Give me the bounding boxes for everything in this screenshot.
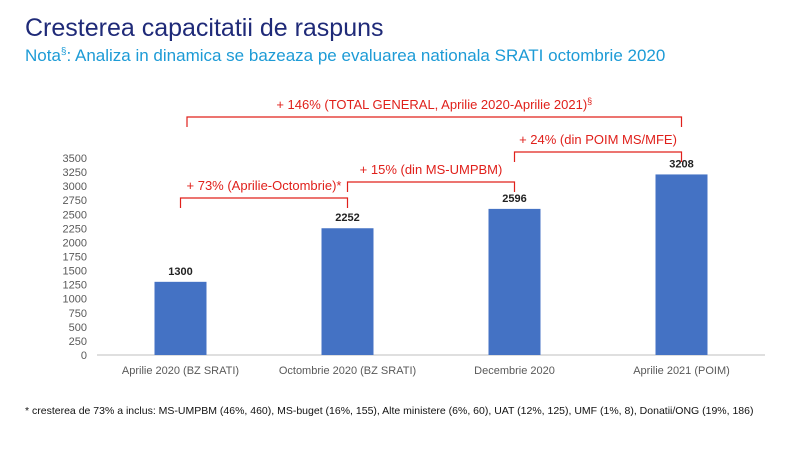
x-tick-label: Octombrie 2020 (BZ SRATI) [279, 365, 416, 377]
data-label: 3208 [669, 158, 693, 170]
subtitle-text: : Analiza in dinamica se bazeaza pe eval… [66, 46, 666, 65]
annotation-bracket [186, 116, 683, 127]
y-tick-label: 1250 [63, 280, 87, 292]
y-tick-label: 2500 [63, 209, 87, 221]
bar [488, 208, 541, 355]
data-label: 2252 [335, 212, 359, 224]
y-tick-label: 1750 [63, 252, 87, 264]
y-tick-label: 0 [81, 350, 87, 362]
y-tick-label: 2000 [63, 237, 87, 249]
y-tick-label: 1500 [63, 266, 87, 278]
footnote: * cresterea de 73% a inclus: MS-UMPBM (4… [25, 405, 754, 417]
annotation-label: + 24% (din POIM MS/MFE) [519, 132, 677, 147]
annotation-bracket [346, 181, 516, 192]
subtitle-section-mark: § [60, 46, 67, 58]
annotation-label: + 73% (Aprilie-Octombrie)* [187, 178, 342, 193]
y-tick-label: 3500 [63, 153, 87, 165]
y-tick-label: 250 [69, 336, 87, 348]
slide-title: Cresterea capacitatii de raspuns [25, 14, 384, 42]
slide-subtitle: Nota§: Analiza in dinamica se bazeaza pe… [25, 46, 665, 66]
annotation-label: + 146% (TOTAL GENERAL, Aprilie 2020-Apri… [276, 96, 592, 112]
y-tick-label: 2250 [63, 223, 87, 235]
annotation-bracket [179, 197, 349, 208]
y-tick-label: 3250 [63, 167, 87, 179]
data-label: 1300 [168, 266, 192, 278]
x-tick-label: Aprilie 2021 (POIM) [633, 365, 730, 377]
y-tick-label: 2750 [63, 195, 87, 207]
bar [154, 281, 207, 355]
bar-chart: 0 250 500 750 1000 1250 1500 1750 2000 2250 2500 27… [63, 96, 765, 377]
y-tick-label: 500 [69, 322, 87, 334]
annotation-bracket [513, 151, 683, 162]
annotation-label: + 15% (din MS-UMPBM) [360, 162, 503, 177]
bar [321, 228, 374, 355]
bar [655, 174, 708, 355]
y-tick-label: 3000 [63, 181, 87, 193]
x-tick-label: Aprilie 2020 (BZ SRATI) [122, 365, 239, 377]
subtitle-prefix: Nota [25, 46, 61, 65]
y-tick-label: 1000 [63, 294, 87, 306]
x-tick-label: Decembrie 2020 [474, 365, 555, 377]
y-tick-label: 750 [69, 308, 87, 320]
data-label: 2596 [502, 193, 526, 205]
